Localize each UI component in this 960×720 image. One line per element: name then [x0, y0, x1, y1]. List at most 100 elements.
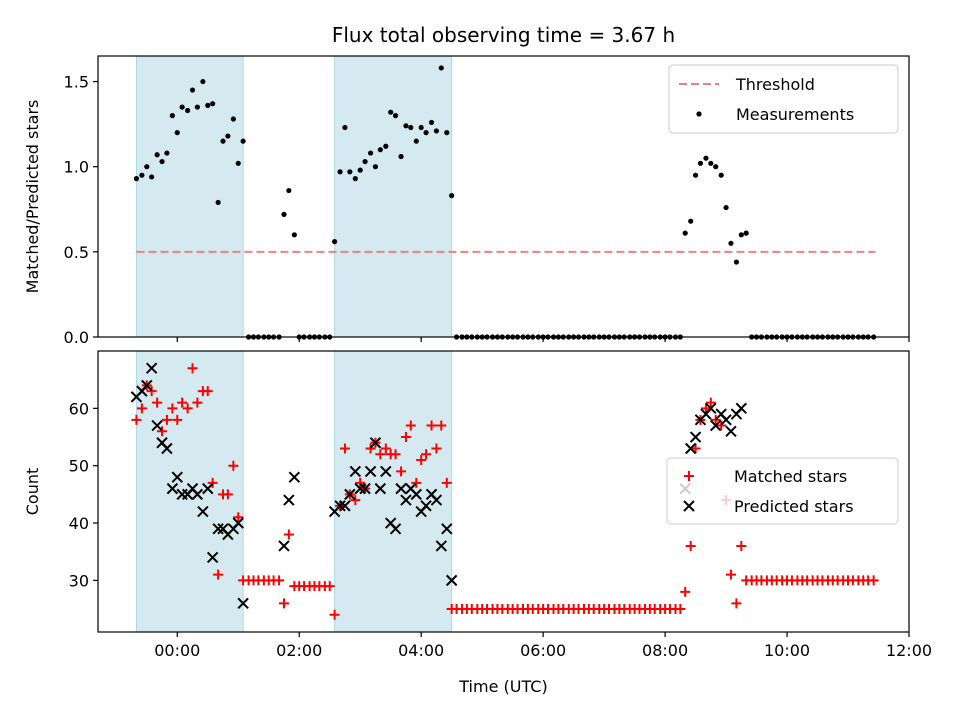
- data-point: [222, 489, 233, 500]
- data-point: [449, 193, 455, 199]
- x-tick-label: 00:00: [154, 641, 200, 660]
- data-point: [278, 598, 289, 609]
- data-point: [149, 174, 155, 180]
- x-tick-label: 04:00: [398, 641, 444, 660]
- data-point: [716, 420, 727, 431]
- data-point: [337, 169, 343, 175]
- data-point: [131, 414, 142, 425]
- data-point: [144, 164, 150, 170]
- data-point: [400, 494, 412, 506]
- data-point: [357, 167, 363, 173]
- data-point: [329, 609, 340, 620]
- x-tick-label: 12:00: [886, 641, 932, 660]
- data-point: [421, 449, 432, 460]
- y-tick-label: 60: [69, 399, 89, 418]
- data-point: [684, 442, 697, 455]
- data-point: [430, 494, 443, 506]
- axes-frame: [97, 55, 910, 338]
- data-point: [389, 523, 402, 535]
- data-point: [444, 130, 450, 136]
- data-point: [418, 124, 424, 131]
- legend-matched-swatch: [684, 471, 694, 481]
- data-point: [200, 78, 206, 85]
- y-tick-label: 0.0: [64, 328, 89, 347]
- data-point: [347, 169, 353, 175]
- data-point: [197, 505, 209, 518]
- legend-threshold-label: Threshold: [735, 75, 815, 94]
- data-point: [191, 488, 204, 501]
- data-point: [324, 581, 335, 592]
- data-point: [426, 420, 437, 431]
- data-point: [375, 449, 386, 460]
- data-point: [151, 419, 163, 432]
- data-point: [735, 402, 748, 415]
- data-point: [182, 403, 193, 414]
- data-point: [405, 420, 416, 431]
- data-point: [377, 147, 383, 153]
- data-point: [362, 158, 368, 165]
- data-point: [225, 133, 231, 139]
- data-point: [189, 87, 196, 93]
- legend-measurements-swatch: [696, 111, 702, 117]
- x-axis-label: Time (UTC): [458, 677, 547, 696]
- series-predicted-stars: [130, 362, 748, 610]
- data-point: [400, 432, 411, 443]
- x-tick-label: 10:00: [764, 641, 810, 660]
- data-point: [682, 230, 688, 236]
- legend-frame: [666, 457, 899, 525]
- data-point: [416, 454, 427, 465]
- y-tick-label: 50: [69, 457, 89, 476]
- data-point: [433, 128, 440, 134]
- data-point: [207, 477, 218, 488]
- data-point: [352, 176, 358, 182]
- data-point: [383, 143, 389, 149]
- data-point: [374, 482, 387, 495]
- data-point: [423, 130, 429, 136]
- chart-title: Flux total observing time = 3.67 h: [332, 23, 675, 47]
- data-point: [398, 153, 404, 160]
- data-point: [169, 113, 175, 119]
- data-point: [708, 160, 714, 166]
- data-point: [733, 259, 740, 265]
- y-axis-label: Matched/Predicted stars: [23, 100, 42, 294]
- data-point: [210, 101, 216, 107]
- data-point: [359, 482, 371, 495]
- panel-1: 0.0 0.5 1.0 1.5 Matched/Predicted stars Flux …: [23, 23, 910, 347]
- data-point: [396, 466, 407, 477]
- data-point: [410, 488, 423, 501]
- x-tick-label: 02:00: [276, 641, 322, 660]
- data-point: [202, 482, 214, 495]
- data-point: [380, 465, 392, 478]
- data-point: [355, 477, 366, 488]
- data-point: [220, 138, 226, 144]
- axes-frame: [97, 350, 910, 633]
- legend-matched-label: Matched stars: [734, 467, 847, 486]
- legend-predicted-label: Predicted stars: [734, 497, 854, 516]
- data-point: [233, 512, 244, 523]
- data-point: [441, 523, 453, 535]
- data-point: [436, 420, 447, 431]
- data-point: [413, 138, 419, 144]
- legend-measurements-label: Measurements: [736, 105, 854, 124]
- data-point: [685, 540, 696, 551]
- data-point: [428, 119, 435, 126]
- data-point: [420, 500, 432, 512]
- data-point: [689, 431, 702, 443]
- data-point: [725, 569, 736, 580]
- data-point: [145, 362, 158, 374]
- data-point: [723, 204, 729, 211]
- data-point: [736, 540, 747, 551]
- observing-window-band: [135, 55, 244, 338]
- data-point: [435, 540, 448, 552]
- data-point: [390, 449, 401, 460]
- data-point: [167, 403, 178, 414]
- data-point: [392, 113, 399, 119]
- data-point: [331, 239, 338, 245]
- data-point: [372, 164, 379, 170]
- y-axis-label: Count: [23, 468, 42, 516]
- data-point: [710, 414, 721, 425]
- data-point: [161, 442, 173, 455]
- data-point: [240, 138, 246, 144]
- data-point: [688, 218, 694, 224]
